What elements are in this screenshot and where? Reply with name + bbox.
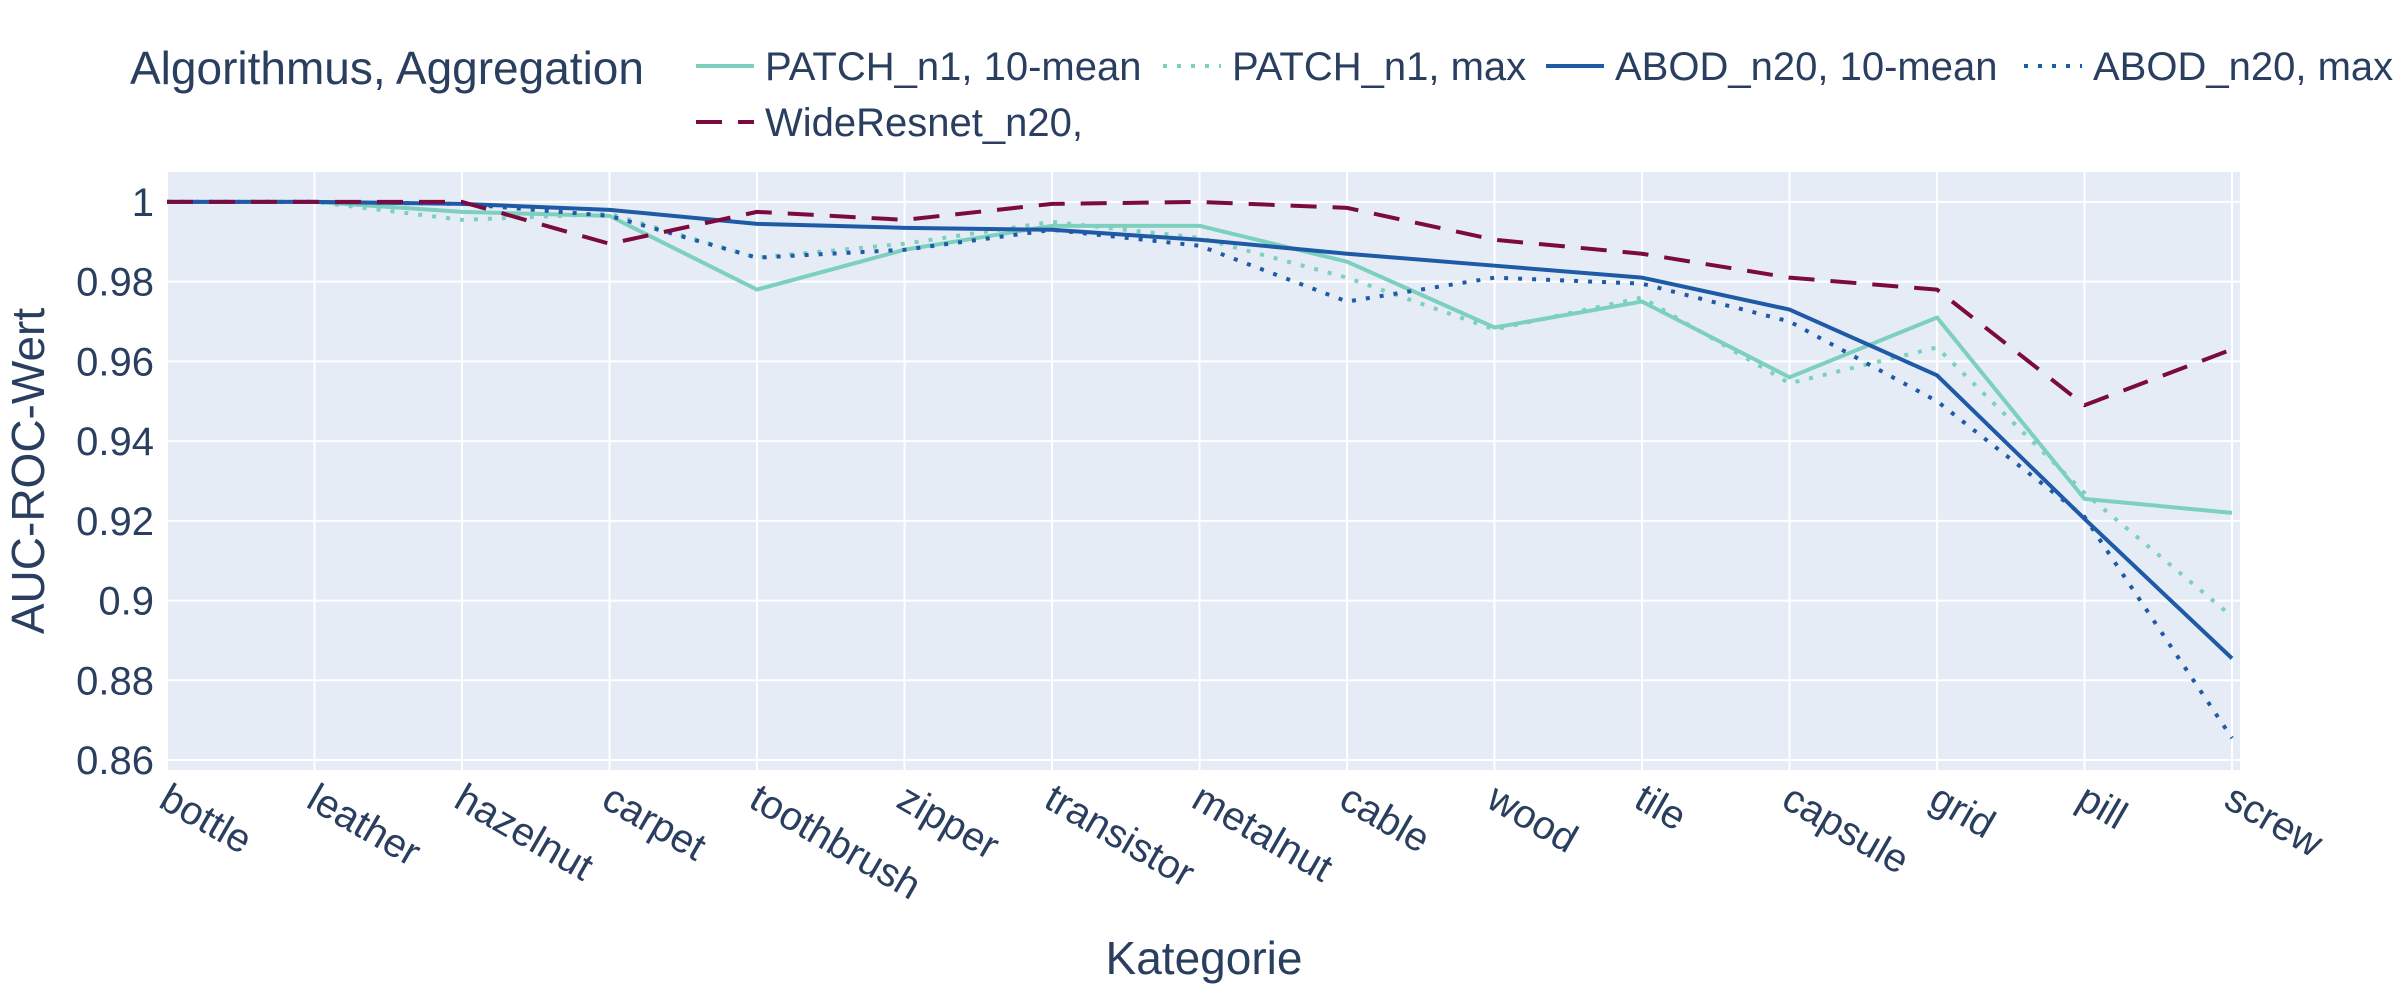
x-tick-label: screw bbox=[2218, 776, 2331, 866]
legend-title: Algorithmus, Aggregation bbox=[130, 42, 644, 94]
legend-label: PATCH_n1, 10-mean bbox=[765, 45, 1141, 89]
x-tick-label: cable bbox=[1333, 776, 1438, 862]
x-tick-label: wood bbox=[1479, 775, 1585, 861]
x-tick-label: capsule bbox=[1775, 776, 1916, 883]
y-tick-label: 0.96 bbox=[76, 340, 154, 384]
series-line bbox=[167, 199, 2233, 515]
legend-item[interactable]: PATCH_n1, max bbox=[1163, 45, 1526, 89]
grid bbox=[166, 172, 2240, 770]
legend[interactable]: PATCH_n1, 10-mean PATCH_n1, max ABOD_n20, … bbox=[696, 45, 2393, 145]
y-axis-ticks: 0.86 0.88 0.9 0.92 0.94 0.96 0.98 1 bbox=[76, 181, 154, 783]
legend-item[interactable]: ABOD_n20, 10-mean bbox=[1546, 45, 1997, 89]
legend-label: WideResnet_n20, bbox=[765, 101, 1083, 145]
legend-label: ABOD_n20, 10-mean bbox=[1615, 45, 1997, 89]
x-tick-label: leather bbox=[300, 776, 428, 875]
y-axis-title: AUC-ROC-Wert bbox=[2, 308, 54, 634]
y-tick-label: 0.9 bbox=[98, 580, 154, 624]
x-tick-label: grid bbox=[1923, 776, 2003, 847]
legend-label: ABOD_n20, max bbox=[2093, 45, 2393, 89]
legend-item[interactable]: WideResnet_n20, bbox=[696, 101, 1083, 145]
y-tick-label: 0.94 bbox=[76, 420, 154, 464]
y-tick-label: 1 bbox=[132, 181, 154, 225]
y-tick-label: 0.86 bbox=[76, 739, 154, 783]
x-tick-label: tile bbox=[1628, 776, 1694, 840]
legend-item[interactable]: ABOD_n20, max bbox=[2024, 45, 2393, 89]
x-tick-label: metalnut bbox=[1185, 776, 1340, 891]
x-tick-label: zipper bbox=[890, 776, 1006, 869]
series-layer bbox=[167, 199, 2234, 740]
y-tick-label: 0.98 bbox=[76, 261, 154, 305]
y-tick-label: 0.88 bbox=[76, 659, 154, 703]
x-tick-label: bottle bbox=[153, 776, 260, 863]
x-tick-label: carpet bbox=[595, 776, 713, 870]
series-line bbox=[167, 199, 2233, 408]
x-tick-label: hazelnut bbox=[448, 776, 601, 890]
plot-background bbox=[167, 172, 2240, 770]
x-tick-label: pill bbox=[2070, 776, 2134, 839]
series-line bbox=[167, 199, 2234, 660]
y-tick-label: 0.92 bbox=[76, 500, 154, 544]
legend-label: PATCH_n1, max bbox=[1232, 45, 1526, 89]
x-tick-label: transistor bbox=[1038, 776, 1202, 896]
legend-item[interactable]: PATCH_n1, 10-mean bbox=[696, 45, 1141, 89]
x-axis-title: Kategorie bbox=[1106, 932, 1303, 984]
